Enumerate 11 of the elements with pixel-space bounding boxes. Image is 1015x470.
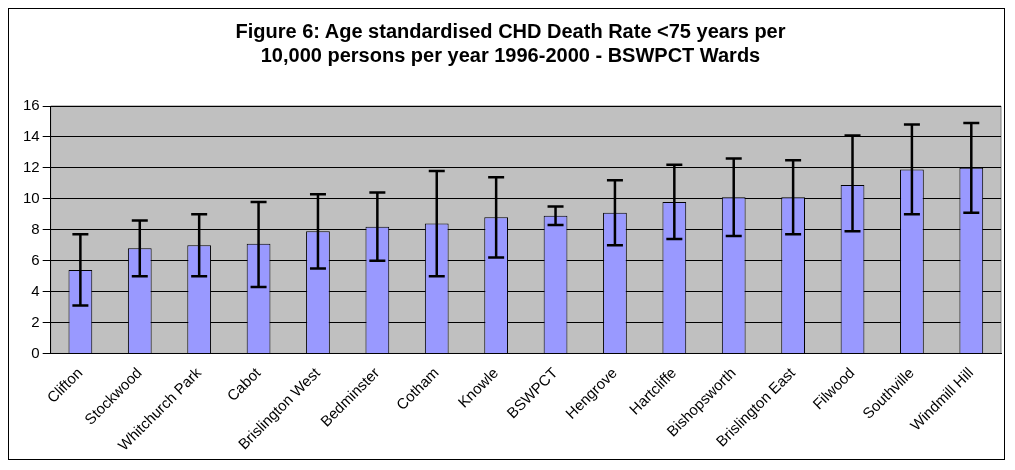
y-tick-label: 12 xyxy=(23,158,40,176)
text: 10,000 persons per year 1996-2000 - BSWPCT Wards xyxy=(260,43,761,66)
y-tick-label: 14 xyxy=(23,127,40,145)
text: Figure 6: Age standardised CHD Death Rate <75 years per xyxy=(235,19,786,42)
y-tick-label: 2 xyxy=(31,312,40,330)
y-tick-label: 8 xyxy=(31,219,40,237)
y-tick-label: 16 xyxy=(23,96,40,114)
y-tick-label: 10 xyxy=(23,188,40,206)
y-tick-label: 4 xyxy=(31,281,40,299)
y-tick-label: 6 xyxy=(31,250,40,268)
y-tick-label: 0 xyxy=(31,343,40,361)
